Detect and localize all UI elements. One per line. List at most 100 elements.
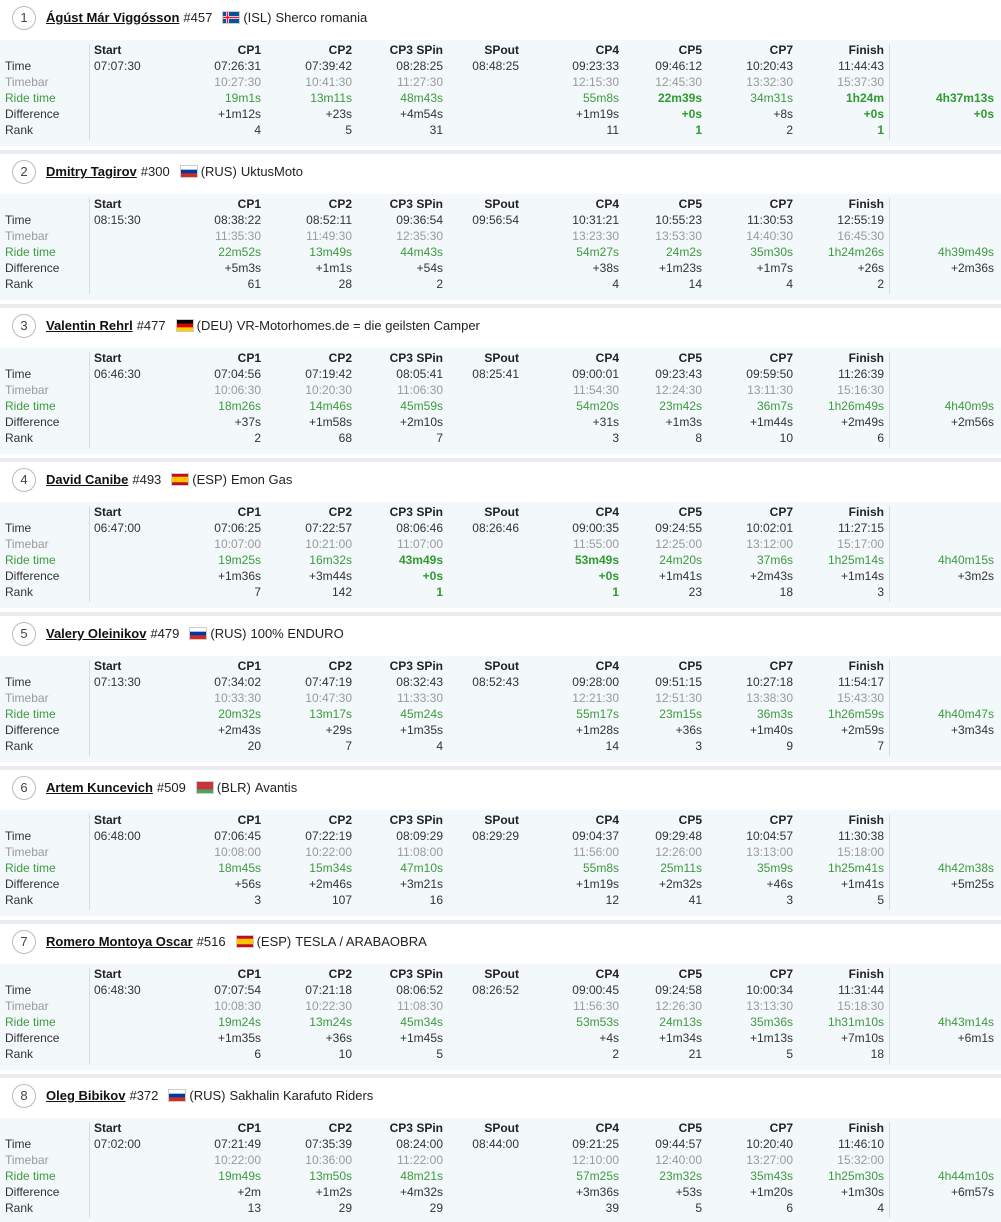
cell-rank: 13 — [247, 1201, 261, 1215]
flag-stripe — [169, 1093, 186, 1098]
cell-rank: 28 — [338, 277, 352, 291]
column-header: CP2 — [328, 967, 352, 981]
column-header: CP1 — [237, 197, 261, 211]
row-label: Difference — [5, 569, 60, 583]
cell-ride-time: 15m34s — [309, 861, 352, 875]
rider-name[interactable]: Oleg Bibikov — [46, 1088, 126, 1103]
row-label: Timebar — [5, 845, 49, 859]
rider-name[interactable]: Artem Kuncevich — [46, 780, 153, 795]
cell-difference: +5m3s — [224, 261, 261, 275]
cell-difference: +36s — [675, 723, 702, 737]
column-header: CP3 SPin — [389, 1121, 443, 1135]
column-header: CP1 — [237, 505, 261, 519]
column-header: Start — [94, 967, 122, 981]
column-header: CP1 — [237, 659, 261, 673]
cell-time: 08:26:46 — [472, 521, 519, 535]
rider-name[interactable]: Romero Montoya Oscar — [46, 934, 193, 949]
column-header: CP7 — [769, 659, 793, 673]
flag — [175, 319, 194, 332]
cell-difference: +1m58s — [308, 415, 352, 429]
cell-ride-time: 43m49s — [398, 553, 443, 567]
column-header: CP4 — [595, 197, 619, 211]
rider-block: 7 Romero Montoya Oscar #516 (ESP) TESLA / AR… — [0, 924, 1001, 1074]
column-header: CP5 — [678, 813, 702, 827]
cell-timebar: 12:40:00 — [655, 1153, 702, 1167]
cell-time: 09:21:25 — [572, 1137, 619, 1151]
cell-difference: +0s — [973, 107, 994, 121]
column-header: SPout — [484, 351, 519, 365]
cell-timebar: 13:32:30 — [746, 75, 793, 89]
cell-rank: 142 — [331, 585, 352, 599]
flag-stripe — [196, 789, 213, 793]
cell-time: 07:04:56 — [214, 367, 261, 381]
cell-difference: +2m10s — [399, 415, 443, 429]
cell-ride-time: 1h25m30s — [827, 1169, 884, 1183]
column-header: Finish — [848, 967, 884, 981]
column-header: CP5 — [678, 1121, 702, 1135]
cell-difference: +2m46s — [308, 877, 352, 891]
cell-rank: 3 — [695, 739, 702, 753]
cell-rank: 18 — [870, 1047, 884, 1061]
cell-time: 08:29:29 — [472, 829, 519, 843]
cell-ride-time: 55m8s — [582, 91, 619, 105]
cell-ride-time: 36m3s — [756, 707, 793, 721]
cell-difference: +26s — [857, 261, 884, 275]
cell-difference: +0s — [422, 569, 443, 583]
column-divider — [89, 1122, 90, 1218]
split-table: Start CP1 CP2 CP3 SPin SPout CP4 CP5 CP7 Finish T… — [0, 194, 1001, 300]
column-header: CP5 — [678, 659, 702, 673]
cell-difference: +3m21s — [399, 877, 443, 891]
cell-timebar: 12:21:30 — [572, 691, 619, 705]
cell-time: 09:00:45 — [572, 983, 619, 997]
rider-name[interactable]: Valery Oleinikov — [46, 626, 147, 641]
flag-stripe — [236, 936, 253, 939]
rider-name[interactable]: Ágúst Már Viggósson — [46, 10, 180, 25]
cell-ride-time: 35m30s — [750, 245, 793, 259]
cell-ride-time: 24m2s — [665, 245, 702, 259]
row-label: Time — [5, 983, 32, 997]
cell-timebar: 11:06:30 — [397, 383, 443, 397]
cell-time: 12:55:19 — [837, 213, 884, 227]
row-label: Rank — [5, 123, 34, 137]
cell-rank: 4 — [786, 277, 793, 291]
column-header: CP3 SPin — [389, 967, 443, 981]
cell-timebar: 14:40:30 — [746, 229, 793, 243]
cell-ride-time: 1h24m — [845, 91, 884, 105]
column-divider — [889, 814, 890, 910]
cell-timebar: 10:22:00 — [305, 845, 352, 859]
rider-name[interactable]: Dmitry Tagirov — [46, 164, 137, 179]
rider-name[interactable]: Valentin Rehrl — [46, 318, 133, 333]
cell-difference: +3m44s — [308, 569, 352, 583]
row-label: Rank — [5, 893, 34, 907]
column-header: CP3 SPin — [389, 351, 443, 365]
cell-time: 09:29:48 — [655, 829, 702, 843]
cell-timebar: 11:33:30 — [397, 691, 443, 705]
cell-timebar: 15:37:30 — [837, 75, 884, 89]
cell-difference: +23s — [325, 107, 352, 121]
cell-difference: +1m41s — [840, 877, 884, 891]
column-header: Start — [94, 659, 122, 673]
cell-rank: 8 — [695, 431, 702, 445]
cell-ride-time: 4h37m13s — [935, 91, 994, 105]
cell-difference: +1m36s — [217, 569, 261, 583]
cell-ride-time: 47m10s — [400, 861, 443, 875]
cell-rank: 23 — [688, 585, 702, 599]
cell-difference: +46s — [766, 877, 793, 891]
cell-difference: +6m1s — [957, 1031, 994, 1045]
bib-number: #372 — [129, 1088, 159, 1103]
cell-rank: 14 — [688, 277, 702, 291]
cell-timebar: 10:20:30 — [305, 383, 352, 397]
cell-ride-time: 55m8s — [582, 861, 619, 875]
rider-name[interactable]: David Canibe — [46, 472, 129, 487]
cell-timebar: 10:36:00 — [305, 1153, 352, 1167]
cell-time: 06:48:30 — [94, 983, 141, 997]
split-table: Start CP1 CP2 CP3 SPin SPout CP4 CP5 CP7 Finish T… — [0, 1118, 1001, 1222]
cell-timebar: 13:13:00 — [746, 845, 793, 859]
position-badge: 8 — [12, 1084, 36, 1108]
cell-rank: 29 — [429, 1201, 443, 1215]
column-header: SPout — [484, 1121, 519, 1135]
row-label: Ride time — [5, 91, 56, 105]
position-badge: 2 — [12, 160, 36, 184]
column-header: CP2 — [328, 1121, 352, 1135]
